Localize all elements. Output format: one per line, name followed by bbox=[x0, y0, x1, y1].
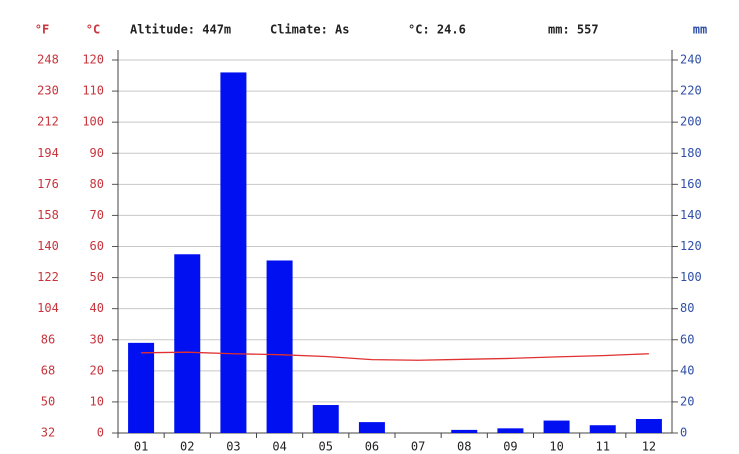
y-tick-label: 60 bbox=[90, 239, 104, 253]
y2-tick-label: 220 bbox=[680, 84, 702, 98]
fahrenheit-tick-label: 230 bbox=[37, 84, 59, 98]
y2-tick-label: 240 bbox=[680, 53, 702, 67]
y-tick-label: 90 bbox=[90, 146, 104, 160]
fahrenheit-unit: °F bbox=[35, 23, 49, 37]
celsius-unit: °C bbox=[86, 23, 100, 37]
x-tick-label: 03 bbox=[226, 440, 240, 454]
y2-tick-label: 200 bbox=[680, 115, 702, 129]
precipitation-unit: mm bbox=[693, 23, 707, 37]
y-tick-label: 120 bbox=[82, 53, 104, 67]
bar bbox=[543, 420, 570, 433]
bar bbox=[497, 428, 524, 433]
x-tick-label: 01 bbox=[134, 440, 148, 454]
fahrenheit-tick-label: 158 bbox=[37, 208, 59, 222]
x-tick-label: 05 bbox=[319, 440, 333, 454]
y-tick-label: 70 bbox=[90, 208, 104, 222]
bar bbox=[128, 342, 155, 433]
mean-temperature: °C: 24.6 bbox=[408, 23, 466, 37]
fahrenheit-tick-label: 104 bbox=[37, 301, 59, 315]
y-tick-label: 30 bbox=[90, 332, 104, 346]
bar bbox=[635, 419, 662, 433]
fahrenheit-tick-label: 140 bbox=[37, 239, 59, 253]
temperature-line bbox=[141, 351, 649, 361]
y-tick-label: 20 bbox=[90, 363, 104, 377]
bar bbox=[312, 405, 339, 433]
fahrenheit-tick-label: 194 bbox=[37, 146, 59, 160]
y-tick-label: 50 bbox=[90, 270, 104, 284]
y2-tick-label: 120 bbox=[680, 239, 702, 253]
y-tick-label: 100 bbox=[82, 115, 104, 129]
y2-tick-label: 140 bbox=[680, 208, 702, 222]
y-tick-label: 110 bbox=[82, 84, 104, 98]
y2-tick-label: 40 bbox=[680, 363, 694, 377]
bar bbox=[451, 429, 478, 433]
fahrenheit-tick-label: 176 bbox=[37, 177, 59, 191]
y2-tick-label: 180 bbox=[680, 146, 702, 160]
y2-tick-label: 0 bbox=[680, 426, 687, 440]
fahrenheit-tick-label: 68 bbox=[41, 363, 55, 377]
x-tick-label: 09 bbox=[503, 440, 517, 454]
bar bbox=[174, 254, 201, 433]
y-tick-label: 80 bbox=[90, 177, 104, 191]
y2-tick-label: 60 bbox=[680, 332, 694, 346]
total-precipitation: mm: 557 bbox=[548, 23, 599, 37]
y2-tick-label: 100 bbox=[680, 270, 702, 284]
fahrenheit-tick-label: 248 bbox=[37, 53, 59, 67]
y2-tick-label: 160 bbox=[680, 177, 702, 191]
x-tick-label: 06 bbox=[365, 440, 379, 454]
fahrenheit-tick-label: 122 bbox=[37, 270, 59, 284]
x-tick-label: 02 bbox=[180, 440, 194, 454]
fahrenheit-tick-label: 212 bbox=[37, 115, 59, 129]
altitude: Altitude: 447m bbox=[130, 23, 231, 37]
x-tick-label: 08 bbox=[457, 440, 471, 454]
y2-tick-label: 80 bbox=[680, 301, 694, 315]
y2-tick-label: 20 bbox=[680, 394, 694, 408]
bar bbox=[589, 425, 616, 433]
bar bbox=[358, 422, 385, 433]
fahrenheit-tick-label: 86 bbox=[41, 332, 55, 346]
fahrenheit-tick-label: 50 bbox=[41, 394, 55, 408]
fahrenheit-tick-label: 32 bbox=[41, 426, 55, 440]
bar bbox=[266, 260, 293, 433]
climate: Climate: As bbox=[270, 23, 349, 37]
x-tick-label: 10 bbox=[549, 440, 563, 454]
x-tick-label: 07 bbox=[411, 440, 425, 454]
y-tick-label: 40 bbox=[90, 301, 104, 315]
x-tick-label: 12 bbox=[642, 440, 656, 454]
bar bbox=[220, 72, 247, 433]
y-tick-label: 0 bbox=[97, 426, 104, 440]
y-tick-label: 10 bbox=[90, 394, 104, 408]
x-tick-label: 04 bbox=[272, 440, 286, 454]
x-tick-label: 11 bbox=[596, 440, 610, 454]
